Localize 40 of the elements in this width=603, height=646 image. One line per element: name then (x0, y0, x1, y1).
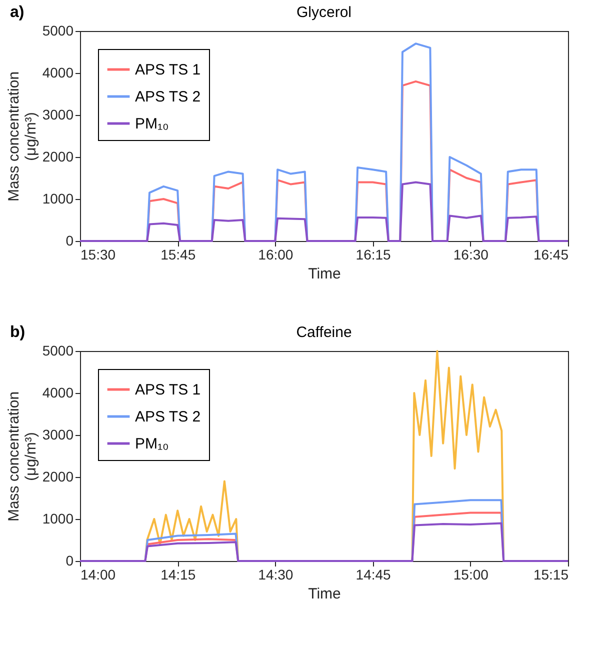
x-tick-label: 16:00 (258, 246, 294, 262)
y-tick-label: 3000 (42, 426, 74, 442)
line-series (79, 522, 569, 562)
legend-label: PM₁₀ (135, 116, 169, 132)
y-axis-title: Mass concentration (μg/m³) (5, 391, 40, 522)
legend-label: APS TS 1 (135, 382, 201, 398)
y-tick-label: 5000 (42, 342, 74, 358)
y-tick-label: 4000 (42, 384, 74, 400)
y-tick-label: 4000 (42, 64, 74, 80)
x-tick-label: 14:00 (80, 566, 116, 582)
y-tick-label: 5000 (42, 22, 74, 38)
y-tick-label: 1000 (42, 190, 74, 206)
x-tick-label: 16:15 (356, 246, 392, 262)
chart-title: Glycerol (296, 4, 352, 21)
x-tick-label: 15:30 (80, 246, 116, 262)
legend-label: APS TS 1 (135, 62, 201, 78)
y-tick-label: 0 (66, 232, 74, 248)
y-tick-label: 3000 (42, 106, 74, 122)
y-tick-label: 0 (66, 552, 74, 568)
x-axis-title: Time (308, 586, 341, 602)
y-tick-label: 2000 (42, 148, 74, 164)
line-series (79, 181, 569, 242)
y-tick-label: 1000 (42, 510, 74, 526)
legend-label: PM₁₀ (135, 436, 169, 452)
x-tick-label: 14:45 (356, 566, 392, 582)
x-tick-label: 16:45 (533, 246, 569, 262)
x-tick-label: 14:15 (160, 566, 196, 582)
chart-title: Caffeine (296, 324, 352, 341)
x-tick-label: 16:30 (453, 246, 489, 262)
text: b) (10, 324, 26, 342)
text: a) (10, 4, 24, 22)
x-axis-title: Time (308, 266, 341, 282)
x-tick-label: 14:30 (258, 566, 294, 582)
y-tick-label: 2000 (42, 468, 74, 484)
x-tick-label: 15:15 (533, 566, 569, 582)
legend-label: APS TS 2 (135, 88, 201, 106)
x-tick-label: 15:00 (453, 566, 489, 582)
x-tick-label: 15:45 (160, 246, 196, 262)
y-axis-title: Mass concentration (μg/m³) (5, 71, 40, 202)
legend-label: APS TS 2 (135, 408, 201, 426)
